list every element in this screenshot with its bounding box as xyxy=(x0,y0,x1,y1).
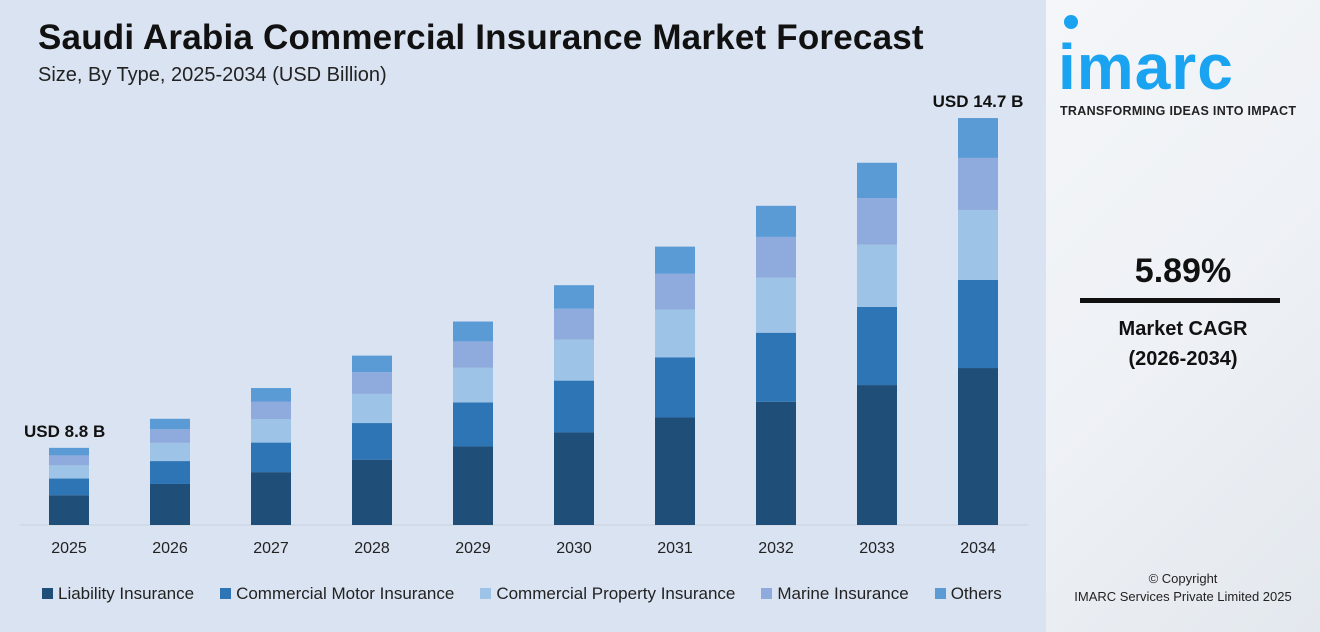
bar-segment-2025-0 xyxy=(49,495,89,525)
legend-label: Marine Insurance xyxy=(777,584,909,603)
x-tick-label: 2030 xyxy=(556,540,592,557)
legend: Liability Insurance Commercial Motor Insu… xyxy=(42,584,1002,604)
legend-label: Others xyxy=(950,584,1002,603)
x-tick-label: 2028 xyxy=(354,540,390,557)
bar-segment-2027-4 xyxy=(251,388,291,402)
bar-segment-2029-3 xyxy=(453,341,493,368)
bar-segment-2033-1 xyxy=(857,306,897,386)
bar-segment-2027-1 xyxy=(251,442,291,473)
bar-segment-2029-0 xyxy=(453,446,493,525)
bar-segment-2028-2 xyxy=(352,393,392,424)
bar-segment-2026-4 xyxy=(150,418,190,430)
bar-segment-2033-4 xyxy=(857,162,897,199)
copyright-line2: IMARC Services Private Limited 2025 xyxy=(1074,589,1292,604)
bar-segment-2028-1 xyxy=(352,423,392,460)
legend-label: Commercial Property Insurance xyxy=(496,584,736,603)
legend-swatch xyxy=(761,588,773,599)
legend-label: Liability Insurance xyxy=(58,584,195,603)
bar-segment-2034-2 xyxy=(958,209,998,280)
x-tick-label: 2031 xyxy=(657,540,693,557)
legend-item: Liability Insurance xyxy=(42,584,194,604)
bar-segment-2031-2 xyxy=(655,309,695,358)
first-value-label: USD 8.8 B xyxy=(24,422,105,441)
bar-segment-2028-4 xyxy=(352,355,392,373)
copyright-line1: © Copyright xyxy=(1148,571,1218,586)
legend-item: Commercial Property Insurance xyxy=(480,584,735,604)
bar-segment-2030-1 xyxy=(554,380,594,433)
bar-segment-2029-1 xyxy=(453,402,493,447)
bar-segment-2027-0 xyxy=(251,472,291,525)
bar-segment-2030-3 xyxy=(554,308,594,340)
x-tick-label: 2029 xyxy=(455,540,491,557)
bar-segment-2034-4 xyxy=(958,118,998,158)
cagr-value: 5.89% xyxy=(1134,252,1232,290)
bar-segment-2026-2 xyxy=(150,442,190,462)
bar-segment-2031-1 xyxy=(655,357,695,418)
x-tick-label: 2032 xyxy=(758,540,794,557)
bar-segment-2025-4 xyxy=(49,447,89,456)
bar-segment-2025-3 xyxy=(49,455,89,466)
bar-segment-2028-0 xyxy=(352,459,392,525)
x-tick-label: 2034 xyxy=(960,540,996,557)
info-panel xyxy=(1046,0,1320,632)
cagr-label: Market CAGR xyxy=(1118,318,1248,340)
bar-segment-2032-1 xyxy=(756,332,796,402)
bar-segment-2025-2 xyxy=(49,465,89,479)
bar-segment-2026-3 xyxy=(150,429,190,443)
bar-segment-2032-0 xyxy=(756,401,796,525)
cagr-divider xyxy=(1080,298,1280,303)
bar-segment-2033-3 xyxy=(857,198,897,245)
bar-segment-2025-1 xyxy=(49,478,89,496)
bar-segment-2031-4 xyxy=(655,246,695,274)
legend-label: Commercial Motor Insurance xyxy=(236,584,455,603)
bar-segment-2033-2 xyxy=(857,244,897,307)
cagr-period: (2026-2034) xyxy=(1128,348,1238,370)
bar-segment-2034-1 xyxy=(958,279,998,369)
bar-segment-2034-3 xyxy=(958,157,998,210)
legend-item: Commercial Motor Insurance xyxy=(220,584,454,604)
stacked-bar-chart: 2025 USD 8.8 B 2026 2027 2028 2029 2030 2031 203… xyxy=(20,92,1028,557)
x-tick-label: 2025 xyxy=(51,540,87,557)
bar-segment-2030-0 xyxy=(554,432,594,525)
bar-segment-2032-3 xyxy=(756,236,796,278)
x-tick-label: 2026 xyxy=(152,540,188,557)
bar-segment-2031-0 xyxy=(655,417,695,525)
bar-segment-2032-2 xyxy=(756,277,796,333)
legend-swatch xyxy=(42,588,53,599)
bar-segment-2034-0 xyxy=(958,368,998,525)
bar-segment-2026-1 xyxy=(150,461,190,484)
bar-segment-2027-2 xyxy=(251,418,291,443)
bar-segment-2027-3 xyxy=(251,401,291,419)
logo-tagline: TRANSFORMING IDEAS INTO IMPACT xyxy=(1060,104,1297,118)
x-tick-label: 2027 xyxy=(253,540,289,557)
x-tick-label: 2033 xyxy=(859,540,895,557)
bar-segment-2030-4 xyxy=(554,285,594,309)
bar-segment-2030-2 xyxy=(554,339,594,381)
bar-segment-2029-4 xyxy=(453,321,493,342)
legend-swatch xyxy=(480,588,492,599)
bar-segment-2028-3 xyxy=(352,372,392,394)
chart-title: Saudi Arabia Commercial Insurance Market… xyxy=(38,18,924,57)
bar-segment-2026-0 xyxy=(150,483,190,525)
logo-text: imarc xyxy=(1058,31,1234,103)
bar-segment-2033-0 xyxy=(857,385,897,525)
bar-segment-2029-2 xyxy=(453,367,493,403)
bar-segment-2031-3 xyxy=(655,273,695,310)
chart-subtitle: Size, By Type, 2025-2034 (USD Billion) xyxy=(38,64,387,86)
logo-dot-icon xyxy=(1064,15,1078,29)
legend-item: Marine Insurance xyxy=(761,584,909,604)
legend-item: Others xyxy=(934,584,1002,604)
bar-segment-2032-4 xyxy=(756,205,796,237)
legend-swatch xyxy=(220,588,232,599)
legend-swatch xyxy=(934,588,946,599)
last-value-label: USD 14.7 B xyxy=(933,92,1024,111)
